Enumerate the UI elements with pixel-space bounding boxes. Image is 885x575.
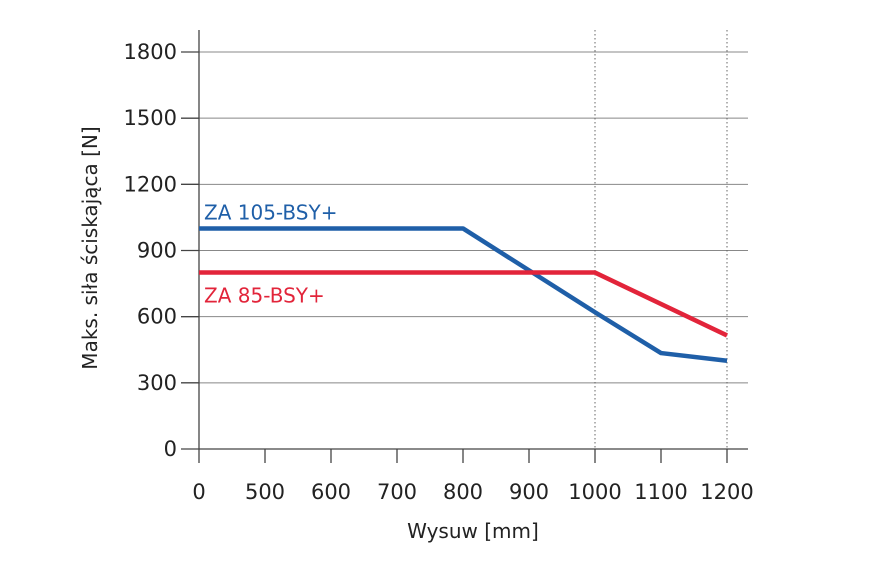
y-tick-label: 1200 xyxy=(124,172,177,196)
x-tick-label: 1000 xyxy=(568,480,621,504)
y-tick-label: 1800 xyxy=(124,40,177,64)
series-labels: ZA 105-BSY+ ZA 85-BSY+ xyxy=(204,200,337,307)
x-tick-label: 800 xyxy=(443,480,483,504)
x-tick-label: 900 xyxy=(509,480,549,504)
series-label: ZA 85-BSY+ xyxy=(204,284,325,308)
x-tick-label: 700 xyxy=(377,480,417,504)
y-ticks: 0 300 600 900 1200 1500 1800 xyxy=(124,40,199,461)
x-tick-label: 0 xyxy=(192,480,205,504)
grid-lines xyxy=(199,51,748,384)
x-ticks: 0 500 600 700 800 900 1000 1100 1200 xyxy=(192,449,754,504)
series-line xyxy=(199,270,728,338)
y-tick-label: 900 xyxy=(137,239,177,263)
x-axis-label: Wysuw [mm] xyxy=(407,519,539,543)
x-tick-label: 600 xyxy=(311,480,351,504)
series-line xyxy=(199,226,728,364)
y-tick-label: 0 xyxy=(164,437,177,461)
x-tick-label: 1100 xyxy=(634,480,687,504)
x-tick-label: 500 xyxy=(245,480,285,504)
y-tick-label: 600 xyxy=(137,305,177,329)
y-tick-label: 1500 xyxy=(124,106,177,130)
dotted-vertical-lines xyxy=(594,30,728,449)
series-lines xyxy=(199,226,728,364)
y-axis-label: Maks. siła ściskająca [N] xyxy=(78,126,102,369)
y-tick-label: 300 xyxy=(137,371,177,395)
series-label: ZA 105-BSY+ xyxy=(204,200,337,224)
x-tick-label: 1200 xyxy=(700,480,753,504)
axes xyxy=(198,30,748,450)
